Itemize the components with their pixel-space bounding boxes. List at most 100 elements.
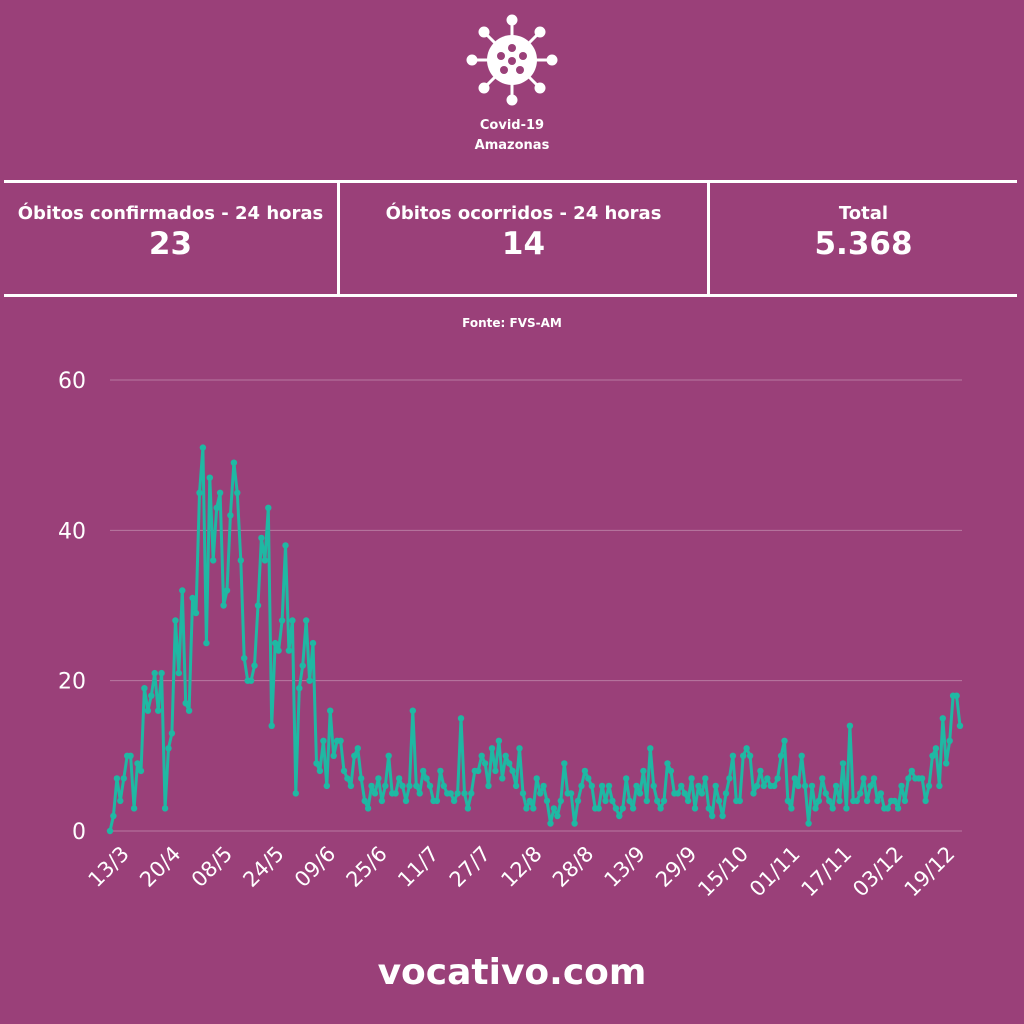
data-point (395, 775, 403, 782)
data-point (550, 805, 558, 812)
data-point (857, 790, 864, 797)
y-tick-label: 40 (58, 519, 86, 544)
data-point (289, 617, 296, 624)
data-point (364, 805, 372, 812)
x-tick-label: 25/6 (342, 842, 392, 892)
stat-occurred-label: Óbitos ocorridos - 24 horas (385, 203, 662, 224)
x-tick-label: 08/5 (187, 842, 237, 892)
data-point (502, 752, 509, 759)
data-point (368, 782, 375, 790)
data-point (623, 775, 630, 782)
data-point (819, 775, 826, 782)
data-point (213, 504, 220, 511)
data-point (643, 797, 650, 805)
data-point (681, 790, 688, 797)
data-point (664, 760, 671, 767)
data-point (230, 459, 238, 466)
data-point (633, 782, 640, 790)
x-tick-label: 13/9 (600, 842, 650, 892)
data-point (420, 767, 427, 775)
data-point (323, 782, 330, 790)
data-point (185, 707, 193, 714)
data-point (340, 767, 348, 775)
x-tick-label: 15/10 (693, 842, 753, 902)
y-tick-label: 0 (72, 820, 86, 845)
data-point (251, 662, 258, 669)
stat-confirmed-label: Óbitos confirmados - 24 horas (17, 203, 324, 224)
data-point (210, 557, 217, 564)
data-point (172, 617, 179, 624)
data-point (526, 797, 533, 805)
data-point (148, 692, 155, 699)
data-point (609, 797, 616, 805)
data-point (378, 797, 386, 805)
data-point (216, 489, 224, 496)
data-point (736, 797, 743, 805)
x-tick-label: 09/6 (290, 842, 340, 892)
x-tick-label: 12/8 (496, 842, 546, 892)
data-point (554, 812, 561, 820)
data-point (313, 760, 320, 767)
data-point (182, 700, 189, 707)
data-point (371, 790, 379, 797)
data-point (877, 790, 885, 797)
data-point (605, 782, 613, 790)
data-point (423, 775, 430, 782)
data-point (956, 722, 964, 729)
data-point (337, 737, 344, 744)
data-point (784, 797, 792, 805)
x-tick-label: 03/12 (848, 842, 908, 902)
data-point (199, 444, 207, 451)
data-point (144, 707, 152, 714)
data-point (464, 805, 472, 812)
data-point (698, 790, 706, 797)
data-point (905, 775, 912, 782)
data-point (478, 752, 485, 759)
data-point (574, 797, 582, 805)
data-point (650, 782, 657, 790)
data-point (726, 775, 733, 782)
data-point (354, 745, 361, 752)
data-point (399, 782, 406, 790)
data-point (330, 752, 337, 759)
data-point (492, 767, 499, 775)
data-point (771, 782, 778, 790)
data-point (409, 707, 416, 714)
data-point (612, 805, 620, 812)
data-point (757, 767, 764, 775)
data-point (275, 647, 282, 654)
data-point (523, 805, 530, 812)
data-point (839, 760, 847, 767)
data-point (705, 805, 712, 812)
data-point (578, 782, 585, 790)
header-title-line1: Covid-19 (479, 118, 545, 133)
data-point (684, 797, 692, 805)
x-tick-label: 24/5 (238, 842, 288, 892)
data-point (815, 797, 823, 805)
data-point (922, 797, 929, 805)
data-point (285, 647, 293, 654)
data-point (306, 677, 313, 684)
x-tick-label: 20/4 (135, 842, 185, 892)
data-point (296, 685, 303, 692)
data-point (347, 782, 355, 790)
data-point (874, 797, 881, 805)
data-point (161, 805, 169, 812)
data-point (918, 775, 926, 782)
data-point (268, 722, 275, 729)
data-point (117, 797, 124, 805)
data-point (884, 805, 891, 812)
data-point (179, 587, 186, 594)
data-point (791, 775, 798, 782)
data-point (867, 782, 874, 790)
data-point (292, 790, 299, 797)
data-point (416, 790, 423, 797)
data-point (165, 745, 172, 752)
data-point (729, 752, 737, 759)
data-point (925, 782, 933, 790)
data-point (461, 790, 468, 797)
data-point (320, 737, 327, 744)
virus-icon (466, 14, 558, 106)
x-tick-label: 27/7 (445, 842, 495, 892)
stat-total-label: Total (838, 203, 889, 224)
